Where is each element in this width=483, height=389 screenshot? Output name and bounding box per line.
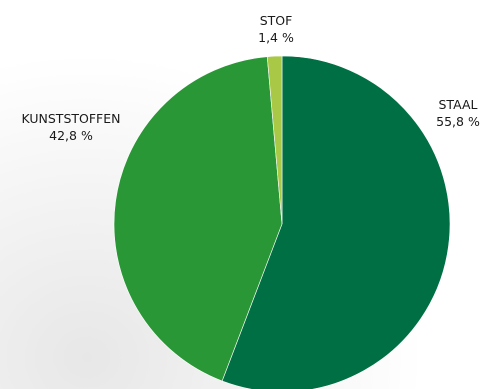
slice-name-staal: STAAL xyxy=(438,97,478,112)
pie-slice-kunststoffen xyxy=(113,56,283,382)
slice-value-stof: 1,4 % xyxy=(258,30,294,45)
slice-value-staal: 55,8 % xyxy=(436,114,480,129)
slice-name-stof: STOF xyxy=(259,13,293,28)
pie-slice-staal xyxy=(221,55,451,389)
slice-value-kunststoffen: 42,8 % xyxy=(49,128,93,143)
slice-label-staal: STAAL 55,8 % xyxy=(428,96,483,130)
pie-slices xyxy=(113,55,451,389)
slice-name-kunststoffen: KUNSTSTOFFEN xyxy=(21,111,121,126)
slice-label-stof: STOF 1,4 % xyxy=(241,12,311,46)
slice-label-kunststoffen: KUNSTSTOFFEN 42,8 % xyxy=(6,110,136,144)
pie-slice-stof xyxy=(266,55,283,225)
